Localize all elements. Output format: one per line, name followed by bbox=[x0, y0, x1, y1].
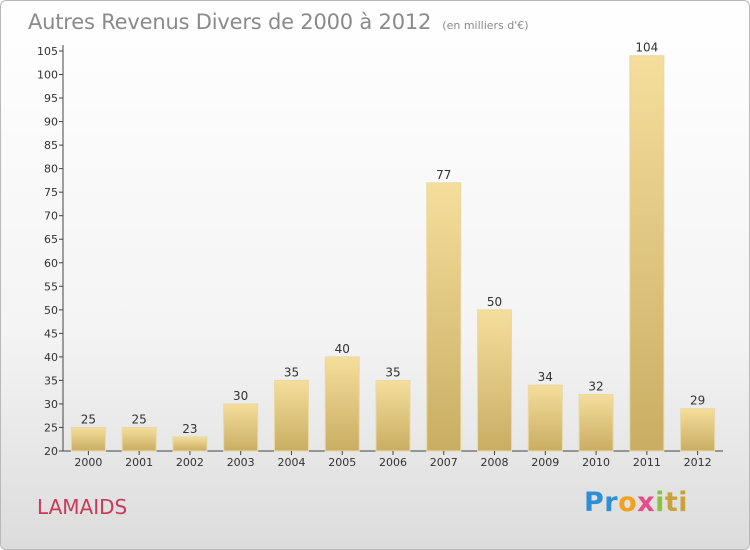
y-tick-label: 60 bbox=[44, 257, 58, 270]
bar bbox=[527, 384, 563, 452]
y-tick-label: 85 bbox=[44, 139, 58, 152]
data-label: 35 bbox=[284, 365, 299, 379]
data-label: 30 bbox=[233, 389, 248, 403]
y-tick-label: 45 bbox=[44, 327, 58, 340]
x-tick-label: 2006 bbox=[379, 456, 407, 469]
y-tick-label: 75 bbox=[44, 186, 58, 199]
y-tick-label: 95 bbox=[44, 92, 58, 105]
x-tick-label: 2003 bbox=[227, 456, 255, 469]
proxiti-logo[interactable]: Proxiti bbox=[584, 487, 688, 518]
chart-title-main: Autres Revenus Divers de 2000 à 2012 bbox=[28, 10, 432, 34]
bar bbox=[680, 408, 716, 452]
y-tick-label: 105 bbox=[37, 45, 58, 58]
logo-part: i bbox=[655, 487, 665, 518]
x-tick-label: 2010 bbox=[582, 456, 610, 469]
logo-part: o bbox=[618, 487, 638, 518]
data-label: 25 bbox=[81, 412, 96, 426]
x-tick-label: 2005 bbox=[328, 456, 356, 469]
data-label: 77 bbox=[436, 168, 451, 182]
bar bbox=[172, 436, 208, 452]
data-label: 104 bbox=[635, 41, 658, 55]
bar bbox=[121, 426, 157, 452]
x-tick-label: 2008 bbox=[481, 456, 509, 469]
data-label: 25 bbox=[132, 412, 147, 426]
bar bbox=[70, 426, 106, 452]
data-label: 40 bbox=[335, 342, 350, 356]
logo-part: ti bbox=[664, 487, 689, 518]
bar bbox=[223, 403, 259, 452]
bar bbox=[375, 379, 411, 452]
logo-part: x bbox=[637, 487, 656, 518]
y-tick-label: 55 bbox=[44, 280, 58, 293]
y-tick-label: 25 bbox=[44, 421, 58, 434]
x-tick-label: 2012 bbox=[684, 456, 712, 469]
y-tick-label: 20 bbox=[44, 445, 58, 458]
data-label: 29 bbox=[690, 394, 705, 408]
x-tick-label: 2009 bbox=[531, 456, 559, 469]
y-tick-label: 80 bbox=[44, 163, 58, 176]
x-tick-label: 2001 bbox=[125, 456, 153, 469]
x-tick-label: 2011 bbox=[633, 456, 661, 469]
bar bbox=[629, 55, 665, 452]
bar bbox=[324, 356, 360, 452]
bar bbox=[426, 182, 462, 452]
logo-part: Pr bbox=[584, 487, 619, 518]
chart-title: Autres Revenus Divers de 2000 à 2012 (en… bbox=[28, 10, 529, 34]
y-tick-label: 50 bbox=[44, 304, 58, 317]
y-tick-label: 100 bbox=[37, 69, 58, 82]
data-label: 35 bbox=[385, 365, 400, 379]
bar bbox=[578, 394, 614, 452]
x-tick-label: 2002 bbox=[176, 456, 204, 469]
chart-title-unit: (en milliers d'€) bbox=[442, 19, 529, 32]
data-label: 23 bbox=[182, 422, 197, 436]
x-tick-label: 2004 bbox=[277, 456, 305, 469]
y-tick-label: 35 bbox=[44, 374, 58, 387]
y-tick-label: 70 bbox=[44, 210, 58, 223]
y-tick-label: 65 bbox=[44, 233, 58, 246]
x-tick-label: 2000 bbox=[74, 456, 102, 469]
y-tick-label: 30 bbox=[44, 398, 58, 411]
commune-name: LAMAIDS bbox=[37, 495, 128, 519]
y-tick-label: 40 bbox=[44, 351, 58, 364]
data-label: 50 bbox=[487, 295, 502, 309]
x-tick-label: 2007 bbox=[430, 456, 458, 469]
bar bbox=[273, 379, 309, 452]
data-label: 34 bbox=[538, 370, 553, 384]
data-label: 32 bbox=[588, 380, 603, 394]
y-tick-label: 90 bbox=[44, 116, 58, 129]
bar bbox=[477, 309, 513, 452]
